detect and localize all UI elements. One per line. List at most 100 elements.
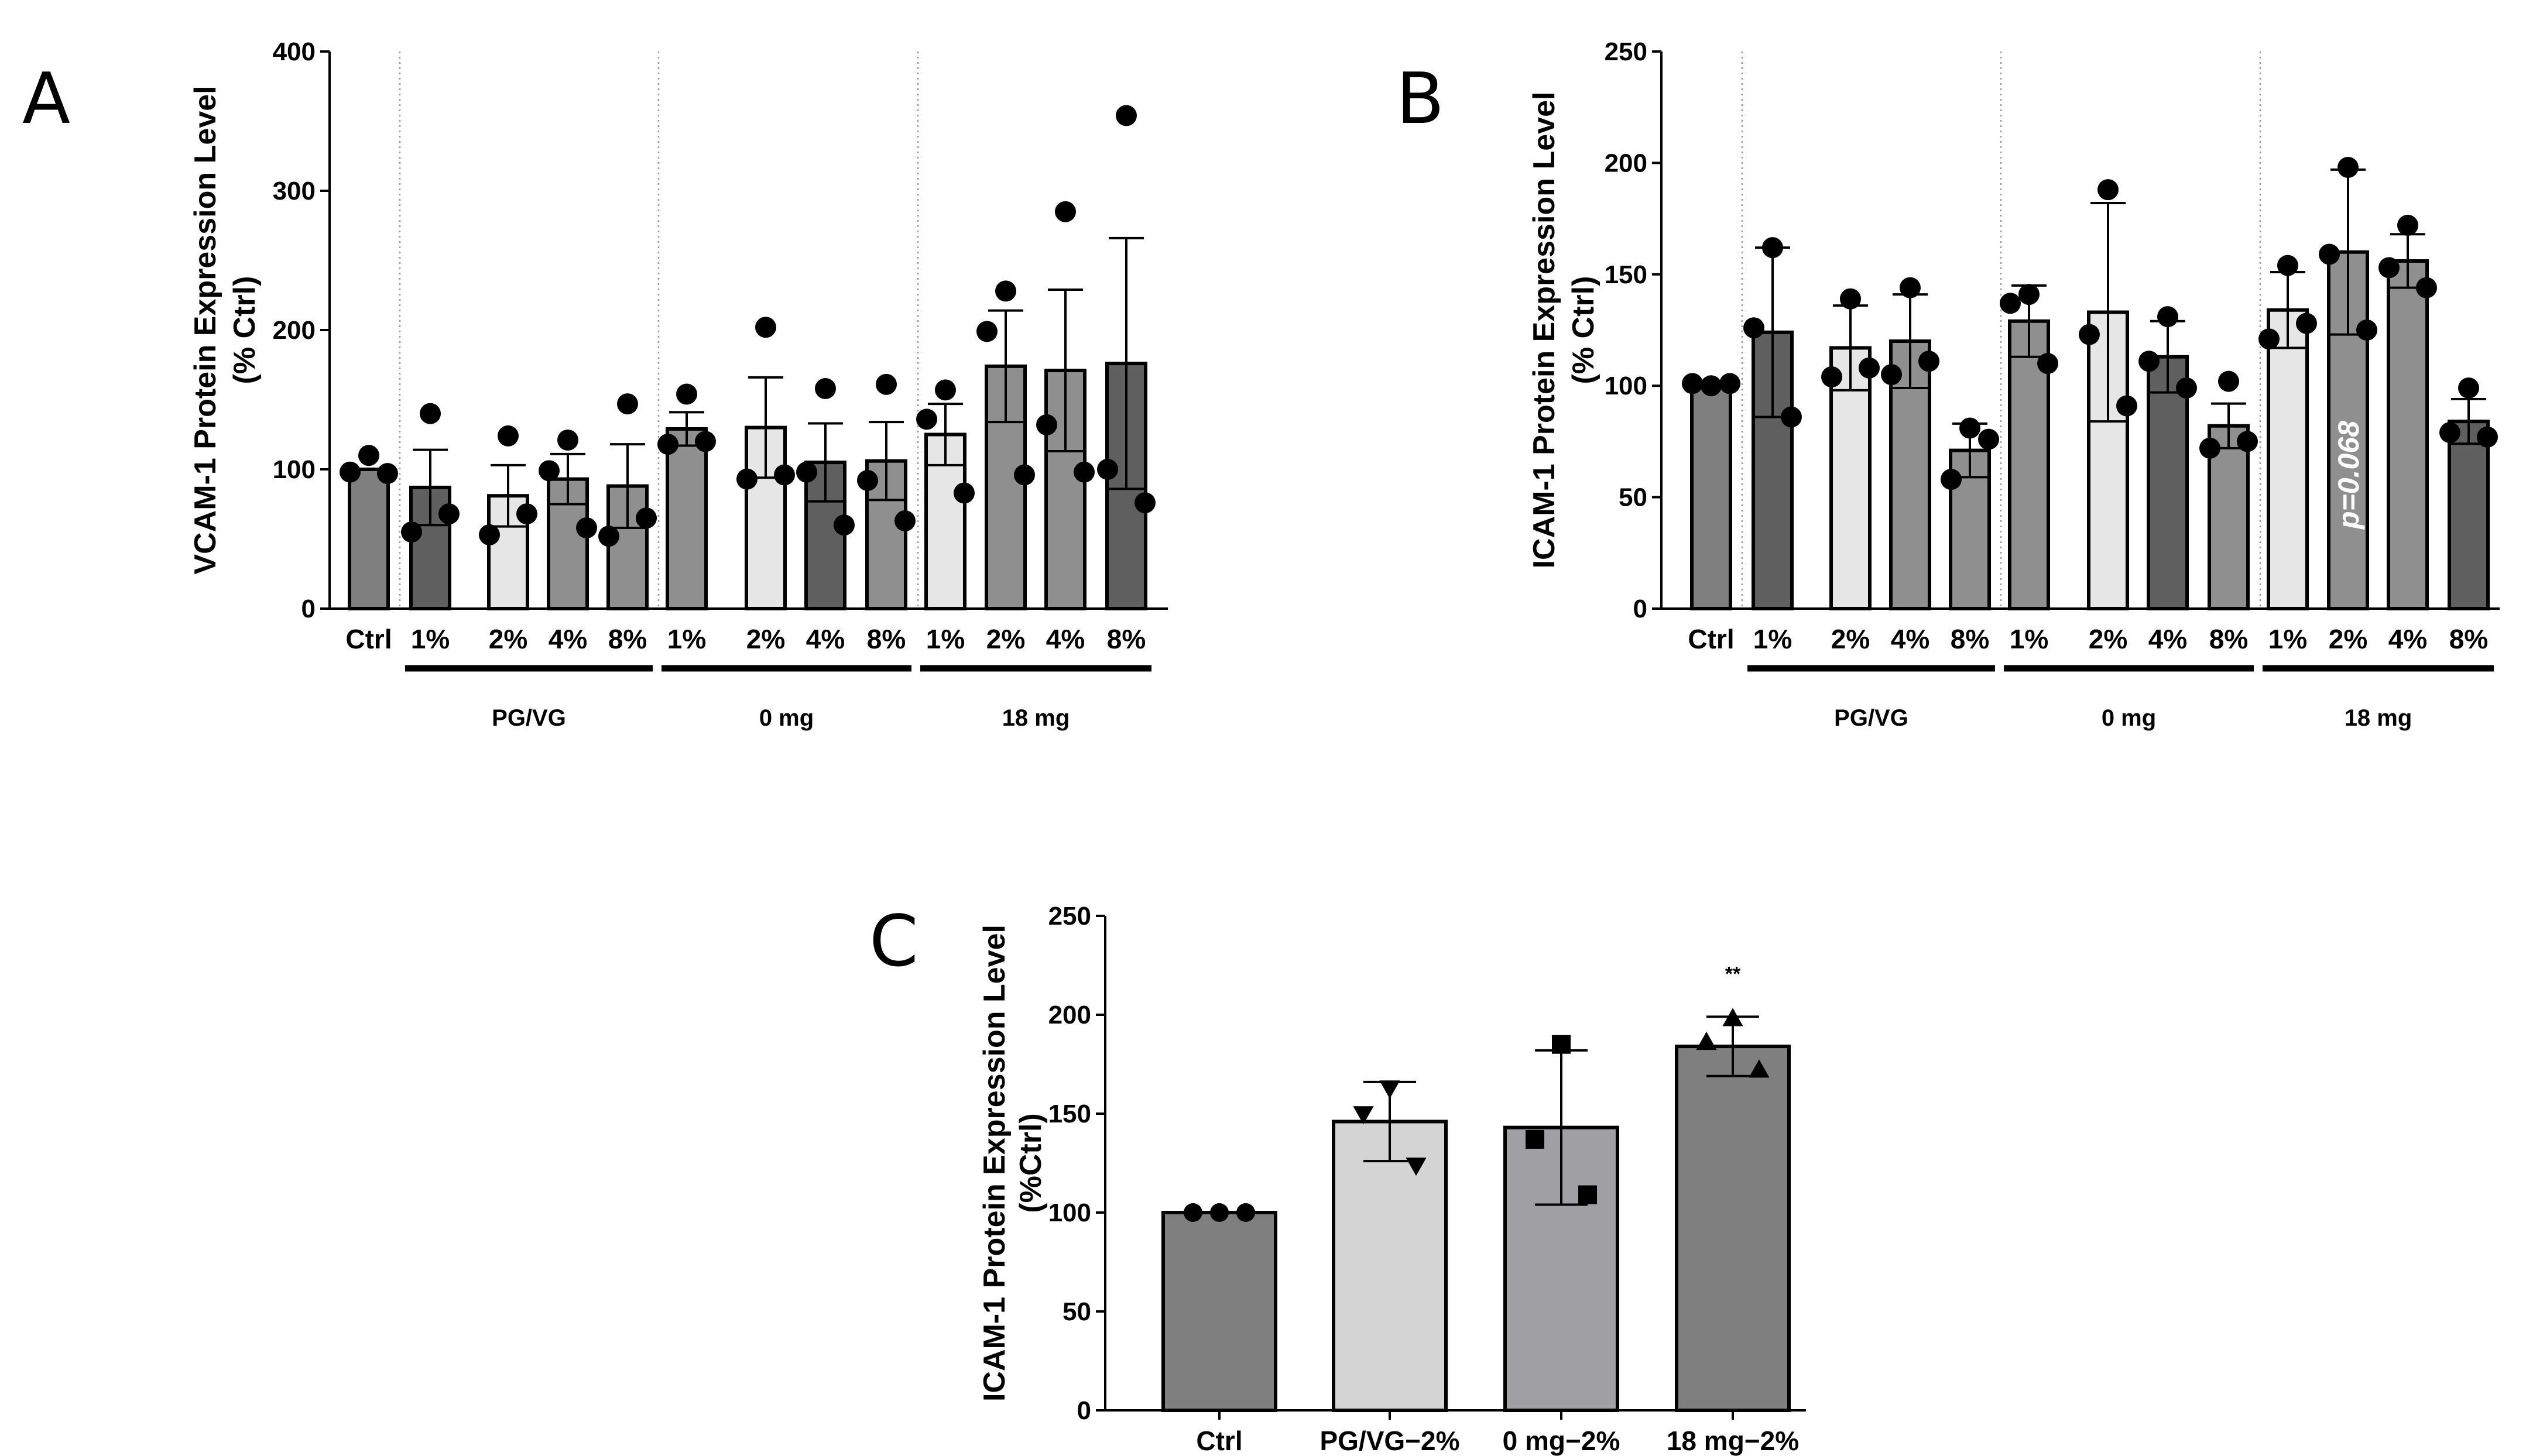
x-tick-label: 4%: [549, 624, 587, 654]
data-point: [2277, 255, 2298, 276]
data-point: [1379, 1080, 1400, 1099]
data-point: [2000, 293, 2021, 314]
data-point: [2218, 370, 2239, 392]
data-point: [774, 464, 795, 486]
data-point: [1749, 1059, 1770, 1078]
data-point: [2018, 284, 2040, 305]
data-point: [2138, 351, 2160, 372]
data-point: [2296, 313, 2317, 334]
data-point: [1881, 364, 1902, 386]
x-tick-label: 8%: [867, 624, 906, 654]
y-tick-label: 200: [1605, 149, 1647, 177]
data-point: [1743, 317, 1764, 339]
y-tick-label: 400: [273, 37, 316, 66]
x-tick-label: 8%: [608, 624, 647, 654]
data-point: [636, 507, 657, 529]
data-point: [1578, 1185, 1597, 1204]
data-point: [2416, 277, 2437, 298]
data-point: [557, 430, 578, 451]
x-tick-label: 4%: [1891, 624, 1929, 654]
data-point: [894, 510, 916, 532]
y-axis-label-units: (%Ctrl): [1014, 1113, 1048, 1213]
y-tick-label: 100: [273, 455, 316, 484]
data-point: [2258, 328, 2280, 350]
data-point: [516, 503, 537, 525]
y-tick-label: 300: [273, 177, 316, 205]
data-point: [815, 377, 836, 399]
bar: [2267, 308, 2309, 611]
data-point: [1821, 366, 1842, 387]
data-point: [2097, 179, 2119, 201]
data-point: [1840, 288, 1861, 310]
x-tick-label: 8%: [1951, 624, 1989, 654]
x-tick-label: Ctrl: [1688, 624, 1734, 654]
data-point: [1184, 1203, 1202, 1222]
data-point: [340, 461, 361, 483]
data-point: [1210, 1203, 1229, 1222]
x-tick-label: 2%: [2329, 624, 2367, 654]
y-tick-label: 100: [1048, 1199, 1091, 1227]
y-axis-label-units: (% Ctrl): [228, 276, 262, 384]
data-point: [1781, 406, 1802, 428]
y-axis-label: VCAM-1 Protein Expression Level: [188, 85, 222, 574]
data-point: [1696, 1031, 1717, 1050]
y-tick-label: 100: [1605, 372, 1647, 400]
data-point: [1552, 1035, 1571, 1054]
data-point: [1978, 428, 1999, 450]
data-point: [834, 514, 855, 536]
data-point: [1036, 414, 1057, 435]
x-tick-label: 4%: [2148, 624, 2187, 654]
data-point: [2176, 377, 2197, 399]
data-point: [1116, 105, 1137, 126]
x-tick-label: 2%: [489, 624, 527, 654]
data-point: [358, 445, 379, 466]
data-point: [2338, 157, 2359, 178]
data-point: [755, 317, 776, 338]
y-tick-label: 50: [1063, 1297, 1091, 1326]
x-tick-label: 4%: [1046, 624, 1085, 654]
y-axis-label: ICAM-1 Protein Expression Level: [1527, 92, 1561, 569]
group-label: PG/VG: [1834, 705, 1908, 731]
data-point: [1719, 373, 1740, 394]
x-tick-label: 2%: [2089, 624, 2127, 654]
data-point: [657, 434, 678, 455]
data-point: [438, 503, 460, 525]
y-axis-label: ICAM-1 Protein Expression Level: [978, 925, 1012, 1402]
bar: [1690, 384, 1732, 610]
data-point: [1722, 1008, 1743, 1026]
chart-b: ICAM-1 Protein Expression Level (% Ctrl) 0…: [1527, 37, 2500, 731]
data-point: [1900, 277, 1921, 298]
data-point: [401, 521, 422, 543]
group-label: PG/VG: [492, 705, 566, 731]
data-point: [1074, 461, 1095, 483]
significance-marker: **: [1725, 963, 1741, 985]
data-point: [935, 379, 956, 401]
data-point: [1406, 1158, 1427, 1176]
group-label: 18 mg: [1002, 705, 1070, 731]
data-point: [2116, 395, 2137, 417]
data-point: [2356, 320, 2377, 341]
data-point: [736, 468, 758, 490]
bar: [666, 427, 708, 610]
data-point: [2378, 257, 2400, 279]
x-tick-label: 1%: [2268, 624, 2307, 654]
x-tick-label: Ctrl: [1196, 1426, 1242, 1456]
data-point: [420, 403, 441, 424]
chart-a: VCAM-1 Protein Expression Level (% Ctrl) 0…: [188, 37, 1168, 731]
data-point: [1014, 464, 1035, 486]
data-point: [1236, 1203, 1255, 1222]
data-point: [539, 460, 560, 482]
data-point: [1859, 357, 1880, 379]
x-tick-label: PG/VG−2%: [1319, 1426, 1459, 1456]
data-point: [2037, 353, 2058, 375]
data-point: [576, 517, 597, 538]
x-tick-label: 1%: [667, 624, 706, 654]
chart-c: ICAM-1 Protein Expression Level (%Ctrl) 0 5…: [978, 902, 1806, 1456]
x-tick-label: 1%: [926, 624, 965, 654]
data-point: [857, 470, 878, 492]
y-tick-label: 250: [1048, 902, 1091, 930]
p-value-annotation: p=0.068: [2332, 421, 2365, 530]
data-point: [598, 526, 619, 547]
data-point: [2439, 422, 2460, 444]
